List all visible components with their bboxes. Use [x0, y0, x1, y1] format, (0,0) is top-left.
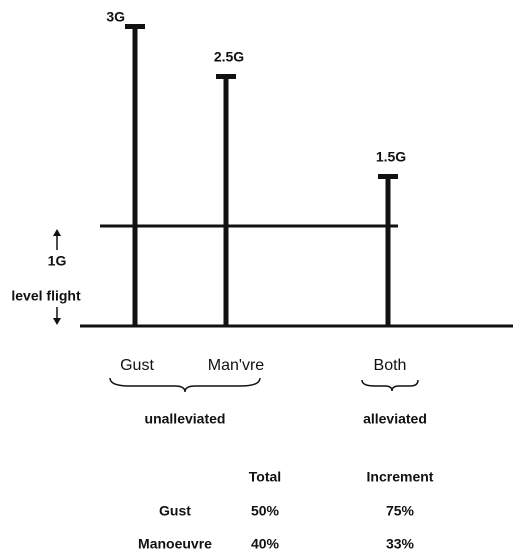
arrow-head [53, 229, 61, 236]
category-label: Both [374, 357, 407, 374]
bar [385, 176, 391, 326]
table-cell: 75% [386, 503, 415, 519]
bar [132, 26, 138, 326]
brace [109, 377, 261, 393]
bar [223, 76, 229, 326]
bar-cap [125, 24, 145, 29]
bar-cap [378, 174, 398, 179]
row-label: Manoeuvre [138, 536, 212, 552]
reference-note: level flight [11, 288, 81, 304]
table-cell: 40% [251, 536, 280, 552]
value-label: 1.5G [376, 149, 406, 165]
group-label: unalleviated [145, 411, 226, 427]
reference-label: 1G [48, 253, 67, 269]
table-cell: 50% [251, 503, 280, 519]
table-cell: 33% [386, 536, 415, 552]
brace [361, 379, 419, 392]
group-label: alleviated [363, 411, 427, 427]
value-label: 2.5G [214, 49, 244, 65]
arrow-head [53, 318, 61, 325]
table-header: Increment [367, 469, 434, 485]
bar-cap [216, 74, 236, 79]
category-label: Gust [120, 357, 154, 374]
value-label: 3G [106, 9, 125, 25]
table-header: Total [249, 469, 281, 485]
category-label: Man'vre [208, 357, 265, 374]
row-label: Gust [159, 503, 191, 519]
